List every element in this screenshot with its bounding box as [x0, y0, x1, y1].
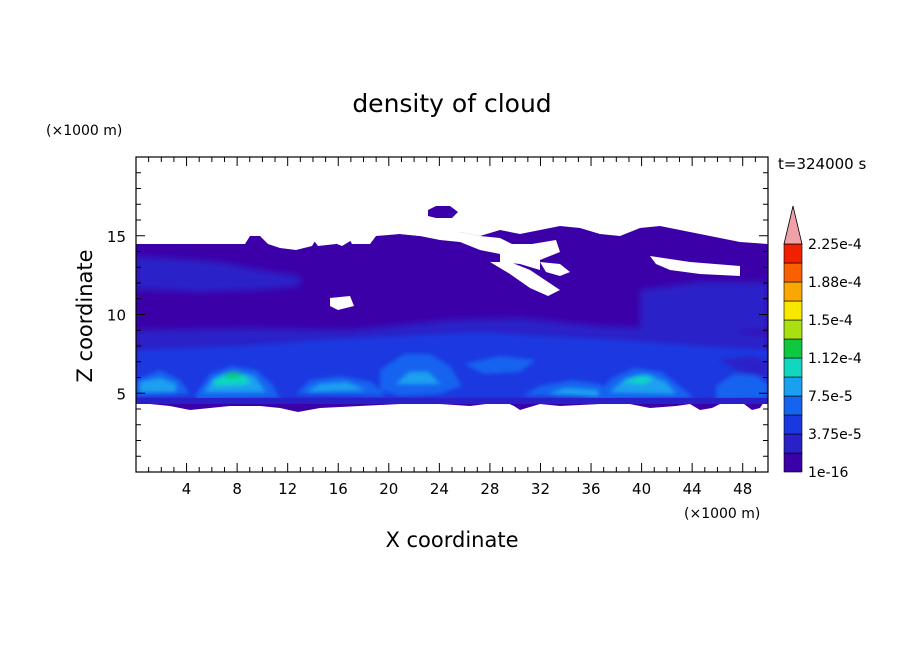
y-unit-label: (×1000 m)	[46, 123, 122, 139]
y-tick-label: 10	[107, 307, 126, 325]
x-tick-label: 24	[430, 480, 449, 498]
x-axis-label: X coordinate	[385, 528, 518, 552]
colorbar-label: 1.5e-4	[808, 313, 853, 329]
colorbar-swatch	[783, 395, 803, 416]
y-axis-label: Z coordinate	[73, 249, 97, 382]
y-axis-ticks: 5 10 15	[107, 172, 768, 457]
colorbar-swatch	[783, 433, 803, 454]
colorbar-swatch	[783, 452, 803, 473]
colorbar-extend-triangle	[783, 205, 803, 245]
colorbar-label: 7.5e-5	[808, 389, 853, 405]
colorbar-label: 1e-16	[808, 465, 848, 481]
contour-patch-top	[428, 206, 458, 218]
cumulus-cells	[136, 354, 768, 400]
colorbar-swatch	[783, 300, 803, 321]
x-tick-label: 44	[683, 480, 702, 498]
colorbar-swatch	[783, 338, 803, 359]
colorbar-label: 1.12e-4	[808, 351, 862, 367]
contour-field	[136, 206, 768, 412]
x-tick-label: 48	[733, 480, 752, 498]
x-tick-label: 12	[278, 480, 297, 498]
x-tick-label: 40	[632, 480, 651, 498]
colorbar-swatch	[783, 357, 803, 378]
colorbar-swatch	[783, 262, 803, 283]
colorbar: 1e-16 3.75e-5 7.5e-5 1.12e-4 1.5e-4 1.88e-4 2.…	[783, 205, 862, 481]
x-tick-label: 8	[232, 480, 242, 498]
x-tick-label: 36	[581, 480, 600, 498]
y-tick-label: 15	[107, 228, 126, 246]
colorbar-swatch	[783, 243, 803, 264]
x-tick-label: 4	[182, 480, 192, 498]
colorbar-label: 1.88e-4	[808, 275, 862, 291]
x-tick-label: 20	[379, 480, 398, 498]
x-tick-label: 32	[531, 480, 550, 498]
colorbar-swatch	[783, 319, 803, 340]
x-unit-label: (×1000 m)	[684, 506, 760, 522]
x-tick-label: 28	[480, 480, 499, 498]
x-axis-ticks: 4 8 12 16 20 24 28 32 36 40 44 48	[148, 157, 756, 498]
chart-title: density of cloud	[352, 89, 551, 118]
colorbar-swatch	[783, 376, 803, 397]
x-tick-label: 16	[329, 480, 348, 498]
colorbar-swatch	[783, 281, 803, 302]
colorbar-swatch	[783, 414, 803, 435]
time-label: t=324000 s	[778, 155, 866, 173]
y-tick-label: 5	[116, 385, 126, 403]
cloud-base-band	[136, 398, 768, 404]
colorbar-label: 3.75e-5	[808, 427, 862, 443]
colorbar-label: 2.25e-4	[808, 237, 862, 253]
